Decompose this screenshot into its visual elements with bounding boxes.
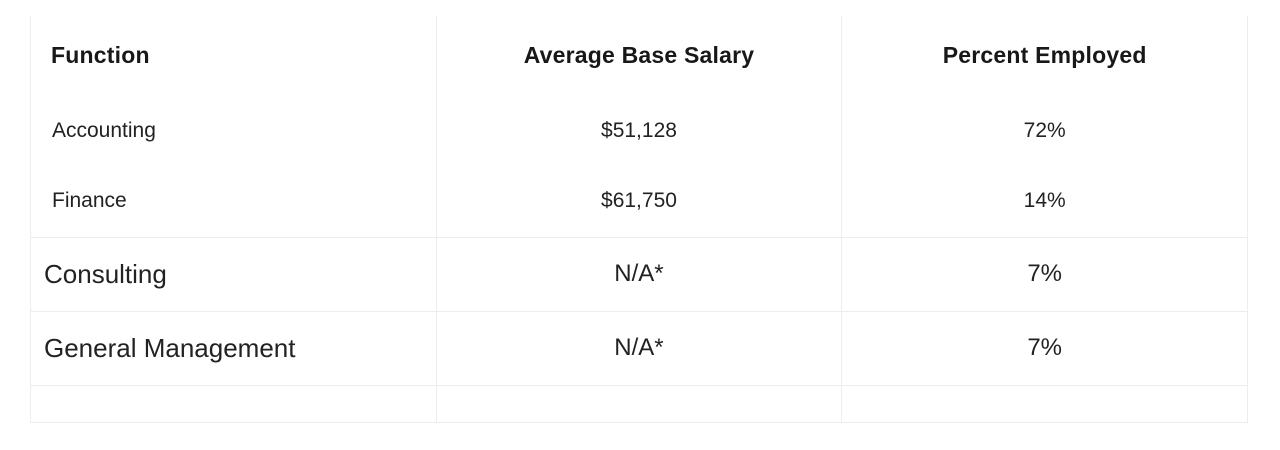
table-row-empty <box>30 384 1248 422</box>
employment-stats-table: Function Average Base Salary Percent Emp… <box>30 16 1248 423</box>
cell-salary: N/A* <box>435 236 842 311</box>
cell-percent: 72% <box>841 95 1248 166</box>
cell-salary: N/A* <box>435 310 842 385</box>
column-header-function: Function <box>51 42 150 68</box>
cell-function: Finance <box>52 189 127 213</box>
cell-salary <box>435 384 842 422</box>
cell-function: Accounting <box>52 118 156 142</box>
cell-percent: 7% <box>841 236 1248 311</box>
column-header-average-base-salary: Average Base Salary <box>435 16 842 95</box>
table-row: Finance $61,750 14% <box>31 166 1248 237</box>
table-row: Accounting $51,128 72% <box>31 95 1248 166</box>
cell-function <box>30 384 437 422</box>
table-row: Consulting N/A* 7% <box>30 236 1248 311</box>
cell-function: Consulting <box>30 236 437 311</box>
cell-percent: 7% <box>841 310 1248 385</box>
header-row: Function Average Base Salary Percent Emp… <box>31 16 1248 95</box>
table-body: Accounting $51,128 72% Finance $61,750 14% Con… <box>30 95 1248 422</box>
cell-function: General Management <box>30 310 437 385</box>
cell-salary: $61,750 <box>435 166 842 237</box>
table-head: Function Average Base Salary Percent Emp… <box>31 16 1248 95</box>
cell-salary: $51,128 <box>435 95 842 166</box>
column-header-percent-employed: Percent Employed <box>841 16 1248 95</box>
cell-percent <box>841 384 1248 422</box>
table-row: General Management N/A* 7% <box>30 310 1248 385</box>
cell-percent: 14% <box>841 166 1248 237</box>
